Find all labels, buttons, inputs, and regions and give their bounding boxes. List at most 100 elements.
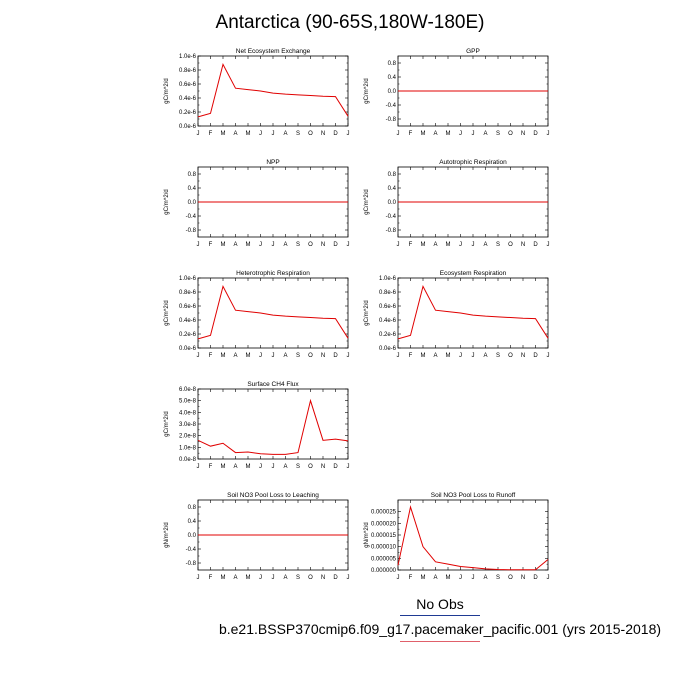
x-tick-label: D	[333, 464, 338, 470]
y-tick-label: 1.0e-8	[179, 445, 197, 451]
y-tick-label: -0.8	[386, 228, 397, 234]
y-tick-label: 0.6e-6	[379, 304, 397, 310]
x-tick-label: M	[246, 353, 251, 359]
y-tick-label: 0.000015	[371, 533, 397, 539]
chart-svg: Ecosystem Respiration gC/m^2/d 0.0e-6 0.2e-…	[364, 270, 550, 359]
y-tick-label: 0.6e-6	[179, 304, 197, 310]
x-tick-label: N	[321, 575, 325, 581]
x-tick-label: F	[409, 242, 413, 248]
x-tick-label: M	[421, 131, 426, 137]
plot-frame	[397, 277, 549, 349]
x-tick-label: O	[308, 464, 313, 470]
x-tick-label: D	[333, 242, 338, 248]
x-tick-label: J	[259, 242, 262, 248]
x-tick-label: O	[308, 575, 313, 581]
chart-svg: Soil NO3 Pool Loss to RunoffgN/m^2/d0.00…	[364, 492, 550, 581]
x-tick-label: M	[421, 575, 426, 581]
x-tick-label: F	[209, 242, 213, 248]
x-tick-label: J	[547, 353, 550, 359]
chart-svg: GPP gC/m^2/d -0.8 -0.4 0.0 0.4 0.8 J F M A M J J A S O N D…	[364, 48, 550, 137]
x-tick-label: J	[272, 353, 275, 359]
x-tick-label: J	[197, 131, 200, 137]
y-axis-label: gC/m^2/d	[164, 78, 170, 104]
x-tick-label: S	[296, 464, 300, 470]
x-tick-label: M	[221, 575, 226, 581]
x-tick-label: A	[283, 353, 287, 359]
y-tick-label: 0.0	[388, 200, 397, 206]
x-tick-label: D	[533, 353, 538, 359]
x-tick-label: A	[283, 131, 287, 137]
x-tick-label: J	[472, 575, 475, 581]
y-tick-label: -0.4	[386, 103, 397, 109]
y-tick-label: 0.0e-6	[179, 346, 197, 352]
chart-title: Ecosystem Respiration	[440, 270, 507, 277]
y-tick-label: -0.4	[186, 214, 197, 220]
x-tick-label: M	[221, 131, 226, 137]
x-tick-label: J	[347, 242, 350, 248]
y-tick-label: 0.8	[388, 172, 397, 178]
y-tick-label: -0.4	[386, 214, 397, 220]
x-tick-label: O	[508, 353, 513, 359]
y-tick-label: 0.2e-6	[179, 110, 197, 116]
chart-svg: Soil NO3 Pool Loss to Leaching gN/m^2/d -0…	[164, 492, 350, 581]
chart-title: Soil NO3 Pool Loss to Runoff	[431, 492, 516, 499]
x-tick-label: A	[233, 575, 237, 581]
y-tick-label: 6.0e-8	[179, 387, 197, 393]
x-tick-label: D	[533, 131, 538, 137]
plot-frame	[397, 499, 549, 571]
y-tick-label: 0.8	[188, 505, 197, 511]
x-tick-label: F	[209, 575, 213, 581]
y-tick-label: 0.000020	[371, 521, 397, 527]
y-tick-label: 0.4	[388, 75, 397, 81]
legend-case-line	[400, 641, 480, 642]
y-tick-label: 0.8	[188, 172, 197, 178]
y-tick-label: 0.0e-8	[179, 457, 197, 463]
x-tick-label: S	[296, 242, 300, 248]
x-tick-label: J	[259, 575, 262, 581]
panel-autotrophic-respiration: Autotrophic Respiration gC/m^2/d -0.8 -0.4 0…	[364, 159, 550, 267]
x-tick-label: D	[533, 575, 538, 581]
y-axis-label: gC/m^2/d	[164, 300, 170, 326]
x-tick-label: M	[446, 575, 451, 581]
x-tick-label: A	[233, 353, 237, 359]
x-tick-label: J	[197, 464, 200, 470]
x-tick-label: M	[446, 242, 451, 248]
x-tick-label: N	[321, 464, 325, 470]
x-tick-label: J	[472, 353, 475, 359]
x-tick-label: O	[508, 242, 513, 248]
x-tick-label: J	[272, 464, 275, 470]
x-tick-label: J	[272, 242, 275, 248]
chart-title: NPP	[266, 159, 279, 166]
panel-ecosystem-respiration: Ecosystem Respiration gC/m^2/d 0.0e-6 0.2e-…	[364, 270, 550, 378]
x-tick-label: M	[446, 353, 451, 359]
x-tick-label: D	[533, 242, 538, 248]
y-tick-label: 0.8	[388, 61, 397, 67]
x-tick-label: S	[296, 131, 300, 137]
x-tick-label: J	[459, 575, 462, 581]
x-tick-label: N	[521, 242, 525, 248]
x-tick-label: S	[296, 353, 300, 359]
series-line	[197, 398, 349, 455]
chart-title: Soil NO3 Pool Loss to Leaching	[227, 492, 319, 499]
x-tick-label: A	[483, 131, 487, 137]
x-tick-label: A	[233, 242, 237, 248]
x-tick-label: J	[347, 353, 350, 359]
y-tick-label: 0.4e-6	[179, 96, 197, 102]
y-tick-label: 0.4	[188, 519, 197, 525]
y-axis-label: gC/m^2/d	[364, 189, 370, 215]
y-axis-label: gN/m^2/d	[364, 522, 370, 548]
panel-surface-ch4-flux: Surface CH4 Flux gC/m^2/d 0.0e-8 1.0e-8 2.0e…	[164, 381, 350, 489]
y-tick-label: 0.8e-6	[379, 290, 397, 296]
y-tick-label: 0.000005	[371, 556, 397, 562]
x-tick-label: O	[308, 242, 313, 248]
y-tick-label: 0.2e-6	[179, 332, 197, 338]
x-tick-label: J	[397, 575, 400, 581]
x-tick-label: M	[246, 575, 251, 581]
y-tick-label: 0.4e-6	[379, 318, 397, 324]
panel-soil-no3-leaching: Soil NO3 Pool Loss to Leaching gN/m^2/d -0…	[164, 492, 350, 600]
x-tick-label: S	[496, 131, 500, 137]
x-tick-label: S	[496, 242, 500, 248]
panel-soil-no3-runoff: Soil NO3 Pool Loss to Runoff gN/m^2/d 0.00…	[364, 492, 550, 600]
x-tick-label: J	[397, 131, 400, 137]
x-tick-label: D	[333, 131, 338, 137]
